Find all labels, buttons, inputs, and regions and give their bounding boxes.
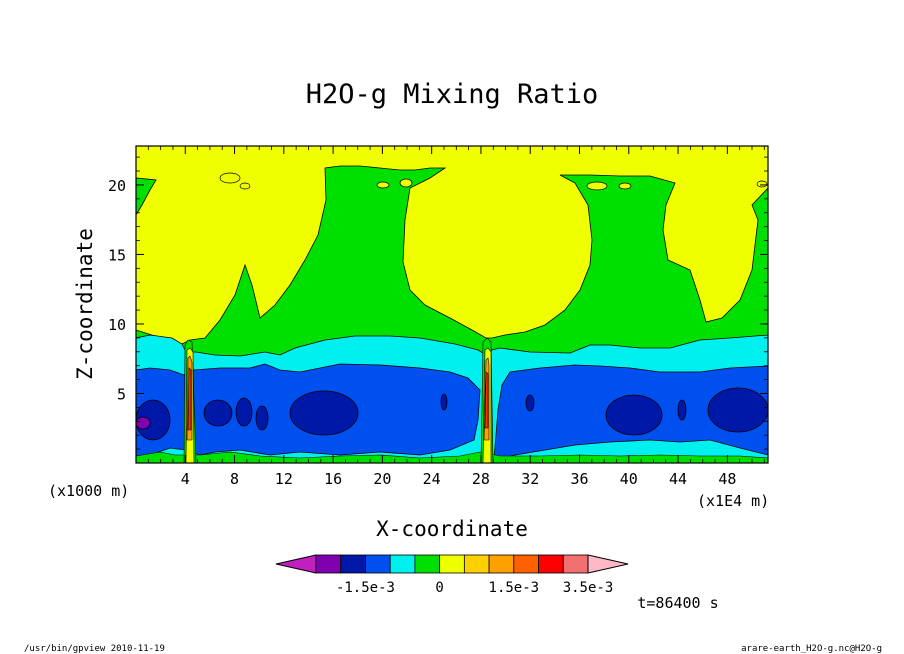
contour-field (135, 145, 769, 464)
plot-frame (135, 145, 769, 464)
region-blue (135, 363, 769, 461)
x-tick-label: 4 (181, 470, 190, 488)
x-tick-label: 24 (423, 470, 441, 488)
colorbar-swatch (513, 554, 539, 574)
colorbar-label: 3.5e-3 (563, 580, 614, 596)
x-tick-label: 36 (570, 470, 588, 488)
x-unit-left: (x1000 m) (48, 482, 129, 500)
y-tick-label: 5 (117, 385, 126, 403)
colorbar-swatch (340, 554, 366, 574)
footer-left: /usr/bin/gpview 2010-11-19 (24, 644, 165, 654)
y-tick-label: 15 (108, 246, 126, 264)
y-axis-label: Z-coordinate (73, 228, 97, 380)
colorbar-swatch (488, 554, 515, 574)
x-tick-label: 32 (521, 470, 539, 488)
plume-right (480, 337, 494, 464)
colorbar-arrow-high (587, 554, 629, 574)
region-yellow-blobs (219, 172, 768, 191)
colorbar-swatch (315, 554, 342, 574)
x-tick-label: 12 (275, 470, 293, 488)
region-darkblue (135, 387, 769, 441)
x-tick-label: 48 (718, 470, 736, 488)
colorbar-swatch (414, 554, 441, 574)
colorbar-swatch (562, 554, 589, 574)
x-tick-label: 20 (373, 470, 391, 488)
colorbar-swatch (538, 554, 564, 574)
colorbar-label: 1.5e-3 (489, 580, 540, 596)
region-purple (135, 416, 151, 430)
colorbar (275, 554, 629, 574)
x-tick-label: 28 (472, 470, 490, 488)
y-tick-label: 20 (108, 177, 126, 195)
y-axis: 5 10 15 20 (108, 156, 768, 450)
colorbar-swatch (439, 554, 465, 574)
x-unit-right: (x1E4 m) (697, 492, 769, 510)
y-tick-label: 10 (108, 316, 126, 334)
time-label: t=86400 s (637, 594, 718, 612)
colorbar-swatch (463, 554, 490, 574)
x-tick-label: 16 (324, 470, 342, 488)
x-axis-label: X-coordinate (376, 517, 528, 541)
x-tick-label: 8 (230, 470, 239, 488)
x-tick-label: 40 (620, 470, 638, 488)
colorbar-swatch (365, 554, 391, 574)
colorbar-label: -1.5e-3 (336, 580, 395, 596)
colorbar-arrow-low (275, 554, 317, 574)
chart-title: H2O-g Mixing Ratio (306, 79, 599, 110)
x-axis: 4 8 12 16 20 24 28 32 36 40 44 48 (147, 146, 765, 488)
colorbar-label: 0 (435, 580, 443, 596)
colorbar-swatch (389, 554, 416, 574)
colorbar-labels: -1.5e-3 0 1.5e-3 3.5e-3 (336, 580, 613, 596)
footer-right: arare-earth_H2O-g.nc@H2O-g (741, 644, 882, 654)
x-tick-label: 44 (669, 470, 687, 488)
